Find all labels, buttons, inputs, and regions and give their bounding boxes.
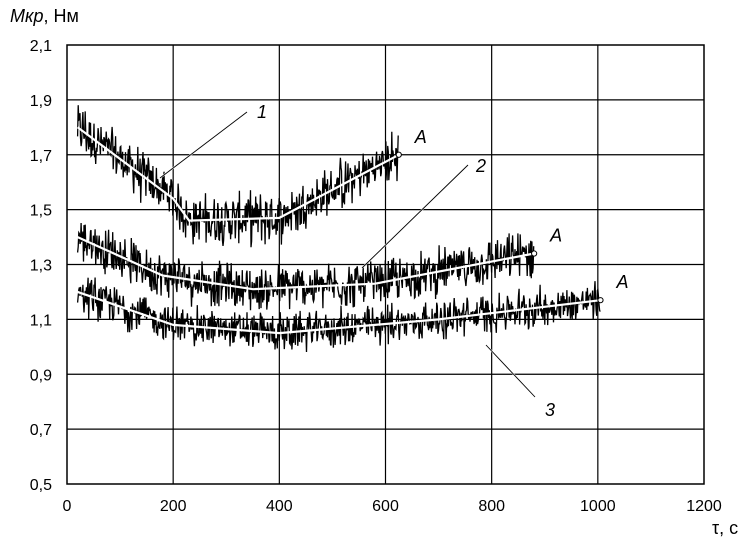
- x-tick-label: 0: [63, 498, 72, 515]
- callout-leader-line: [485, 344, 536, 398]
- y-tick-label: 1,9: [30, 93, 52, 110]
- x-tick-label: 400: [266, 498, 293, 515]
- y-axis-label-unit: , Нм: [44, 6, 79, 26]
- x-tick-label: 800: [478, 498, 505, 515]
- plot-frame: [66, 44, 705, 485]
- y-tick-label: 0,7: [30, 422, 52, 439]
- endpoint-marker: [597, 297, 604, 304]
- y-tick-label: 1,7: [30, 148, 52, 165]
- y-tick-label: 1,5: [30, 203, 52, 220]
- trend-line-series-3: [77, 290, 601, 335]
- series-label: 3: [545, 400, 555, 420]
- endpoint-marker: [395, 151, 402, 158]
- end-label-A: A: [615, 272, 628, 292]
- y-tick-label: 1,1: [30, 312, 52, 329]
- end-label-A: A: [414, 127, 427, 147]
- series-label: 2: [475, 156, 486, 176]
- x-axis-label: τ, с: [712, 518, 738, 538]
- noise-series-1: [76, 105, 399, 248]
- trend-line-series-1: [76, 126, 400, 222]
- trend-lines: [76, 126, 604, 335]
- x-tick-label: 1000: [580, 498, 616, 515]
- callout-leader-line: [361, 164, 469, 269]
- y-axis-label-italic: Мкр: [10, 6, 44, 26]
- noise-bands: [76, 105, 601, 353]
- trend-line-series-2: [77, 236, 535, 291]
- series-labels: A A A 1 2 3: [159, 102, 629, 420]
- x-tick-label: 600: [372, 498, 399, 515]
- x-tick-label: 200: [160, 498, 187, 515]
- x-tick-label: 1200: [686, 498, 722, 515]
- end-label-A: A: [549, 226, 562, 246]
- y-tick-label: 1,3: [30, 258, 52, 275]
- y-tick-label: 0,5: [30, 477, 52, 494]
- y-axis-label: Мкр, Нм: [10, 6, 79, 26]
- noise-series-2: [76, 222, 535, 311]
- series-label: 1: [257, 102, 267, 122]
- y-tick-label: 0,9: [30, 367, 52, 384]
- callout-leader-line: [159, 111, 248, 179]
- tick-labels: 0 200 400 600 800 1000 1200 0,5 0,7 0,9 1,1 1,3 1,5 1…: [30, 38, 722, 515]
- y-tick-label: 2,1: [30, 38, 52, 55]
- endpoint-marker: [531, 250, 538, 257]
